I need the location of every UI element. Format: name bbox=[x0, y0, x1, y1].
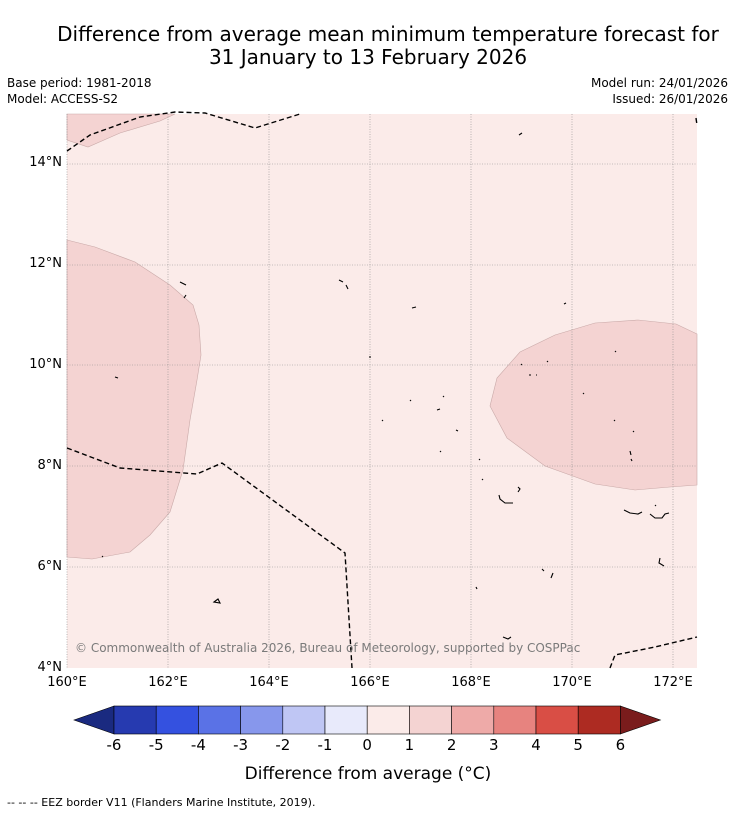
lat-label-12n: 12°N bbox=[29, 256, 62, 271]
eez-borders bbox=[66, 111, 698, 669]
colorbar-segment bbox=[240, 705, 284, 735]
colorbar-tick-label: -3 bbox=[233, 736, 249, 754]
colorbar-extend-low bbox=[73, 705, 115, 735]
colorbar-segment bbox=[577, 705, 621, 735]
colorbar-tick-label: 1 bbox=[404, 736, 415, 754]
copyright-notice: © Commonwealth of Australia 2026, Bureau… bbox=[75, 641, 581, 655]
colorbar-tick-label: -2 bbox=[275, 736, 291, 754]
colorbar-tick-label: -5 bbox=[148, 736, 164, 754]
eez-border-southeast bbox=[609, 636, 698, 669]
title-line-2: 31 January to 13 February 2026 bbox=[208, 45, 528, 69]
eez-border-north bbox=[66, 111, 301, 152]
colorbar-tick-label: -6 bbox=[106, 736, 122, 754]
lat-label-10n: 10°N bbox=[29, 357, 62, 372]
islands bbox=[101, 132, 670, 640]
colorbar-segment bbox=[493, 705, 537, 735]
anomaly-areas bbox=[66, 113, 698, 560]
colorbar-tick-label: -1 bbox=[317, 736, 333, 754]
lon-label-172e: 172°E bbox=[653, 675, 693, 690]
lat-label-14n: 14°N bbox=[29, 155, 62, 170]
colorbar-tick-label: 6 bbox=[615, 736, 626, 754]
title-line-1: Difference from average mean minimum tem… bbox=[57, 22, 719, 46]
colorbar-tick-label: 2 bbox=[446, 736, 457, 754]
colorbar-title: Difference from average (°C) bbox=[244, 764, 492, 784]
colorbar-segment bbox=[324, 705, 368, 735]
model-name: Model: ACCESS-S2 bbox=[7, 92, 119, 106]
colorbar-segment bbox=[535, 705, 579, 735]
colorbar-tick-label: 0 bbox=[362, 736, 372, 754]
colorbar-segment bbox=[282, 705, 326, 735]
colorbar-segment bbox=[155, 705, 199, 735]
colorbar-extend-high bbox=[620, 705, 662, 735]
colorbar-tick-label: 4 bbox=[531, 736, 541, 754]
colorbar-tick-label: 3 bbox=[489, 736, 499, 754]
lon-label-160e: 160°E bbox=[47, 675, 87, 690]
eez-border-central bbox=[66, 447, 353, 669]
meta-left: Base period: 1981-2018 Model: ACCESS-S2 bbox=[7, 75, 152, 107]
anomaly-area-east bbox=[489, 319, 698, 491]
lat-label-6n: 6°N bbox=[37, 559, 63, 574]
colorbar-segment bbox=[409, 705, 452, 735]
gridlines bbox=[66, 114, 697, 668]
lon-label-170e: 170°E bbox=[552, 675, 592, 690]
colorbar-segment bbox=[198, 705, 241, 735]
meta-right: Model run: 24/01/2026 Issued: 26/01/2026 bbox=[591, 75, 728, 107]
lon-label-164e: 164°E bbox=[249, 675, 289, 690]
lat-label-8n: 8°N bbox=[37, 458, 63, 473]
anomaly-area-west bbox=[66, 239, 202, 560]
colorbar-segment bbox=[451, 705, 495, 735]
model-run: Model run: 24/01/2026 bbox=[590, 76, 728, 90]
lat-label-4n: 4°N bbox=[37, 660, 63, 675]
colorbar-segment bbox=[366, 705, 410, 735]
colorbar-segment bbox=[113, 705, 157, 735]
colorbar-segments bbox=[73, 705, 662, 735]
eez-legend-note: -- -- -- EEZ border V11 (Flanders Marine… bbox=[7, 796, 316, 809]
lon-label-168e: 168°E bbox=[451, 675, 491, 690]
colorbar-tick-label: -4 bbox=[190, 736, 206, 754]
colorbar-tick-label: 5 bbox=[573, 736, 583, 754]
base-period: Base period: 1981-2018 bbox=[7, 76, 152, 90]
lon-label-166e: 166°E bbox=[350, 675, 390, 690]
issued-date: Issued: 26/01/2026 bbox=[612, 92, 728, 106]
lon-label-162e: 162°E bbox=[148, 675, 188, 690]
